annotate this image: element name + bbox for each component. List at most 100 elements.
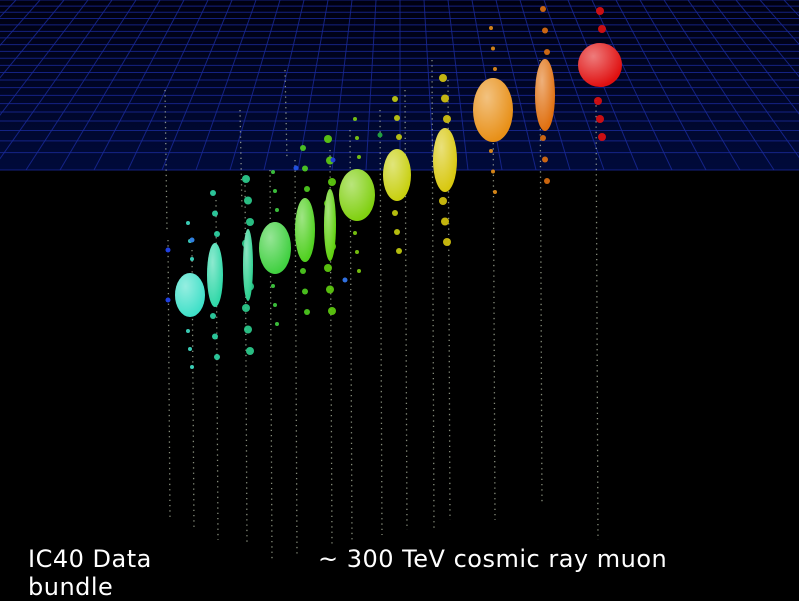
hit — [596, 115, 604, 123]
grid-line — [663, 0, 775, 171]
hit — [443, 115, 451, 123]
hit — [540, 6, 546, 12]
grid-line — [615, 0, 707, 171]
grid-line — [93, 0, 185, 171]
hit — [165, 247, 171, 253]
hit — [324, 264, 332, 272]
hit — [594, 97, 602, 105]
hit-highlight — [578, 43, 622, 87]
string — [595, 99, 599, 541]
hit — [165, 297, 171, 303]
hit — [377, 132, 383, 138]
hits — [165, 6, 622, 369]
grid-line — [25, 0, 137, 171]
hit — [214, 354, 220, 360]
hit — [394, 229, 400, 235]
grid-line — [161, 0, 233, 171]
hit — [489, 149, 493, 153]
string — [164, 89, 168, 231]
hit-highlight — [243, 229, 253, 301]
hit — [328, 178, 336, 186]
grid-line — [195, 0, 257, 171]
hit — [275, 322, 279, 326]
string — [294, 159, 298, 556]
string — [379, 109, 383, 536]
grid-line — [687, 0, 799, 159]
hit — [189, 237, 195, 243]
hit — [392, 210, 398, 216]
hit — [304, 309, 310, 315]
hit — [275, 208, 279, 212]
hit — [273, 303, 277, 307]
hit — [544, 178, 550, 184]
hit — [493, 190, 497, 194]
hit-highlight — [295, 198, 315, 262]
string — [329, 149, 333, 546]
grid-line — [0, 0, 41, 47]
hit — [330, 157, 336, 163]
grid-line — [59, 0, 161, 171]
grid-line — [127, 0, 209, 171]
hit — [186, 329, 190, 333]
hit — [302, 165, 308, 172]
hit — [396, 134, 402, 140]
hit — [392, 96, 398, 102]
hit-highlight — [433, 128, 457, 192]
hit — [353, 231, 357, 235]
hit — [293, 165, 299, 171]
hit — [357, 155, 361, 159]
grid — [0, 0, 799, 171]
grid-line — [495, 0, 537, 171]
grid-line — [331, 0, 353, 171]
hit-highlight — [535, 59, 555, 131]
hit — [212, 333, 218, 340]
hit-highlight — [207, 243, 223, 307]
hit — [188, 347, 192, 351]
string — [284, 69, 288, 161]
string — [447, 79, 451, 521]
hit — [210, 190, 216, 196]
hit — [441, 94, 449, 103]
hit — [355, 250, 359, 254]
hit-highlight — [383, 149, 411, 201]
hit — [396, 248, 402, 254]
hit — [212, 210, 218, 217]
hit — [328, 307, 336, 315]
hit — [214, 231, 220, 237]
hit-highlight — [324, 189, 336, 261]
hit — [190, 365, 194, 369]
hit — [326, 285, 334, 294]
hit-highlight — [175, 273, 205, 317]
hit — [244, 325, 252, 334]
hit — [300, 145, 306, 151]
hit — [493, 67, 497, 71]
hit — [353, 117, 357, 121]
grid-line — [639, 0, 741, 171]
hit — [246, 347, 254, 355]
hit — [491, 46, 495, 51]
hit — [186, 221, 190, 225]
hit — [273, 189, 277, 193]
grid-line — [759, 0, 799, 45]
detector-strings — [164, 59, 599, 561]
hit — [439, 74, 447, 82]
string — [404, 89, 408, 531]
hit — [596, 7, 604, 15]
hit — [242, 175, 250, 183]
string — [191, 249, 195, 531]
hit — [355, 136, 359, 140]
grid-line — [0, 0, 113, 160]
grid-line — [447, 0, 469, 171]
hit — [244, 196, 252, 205]
hit — [271, 284, 275, 288]
hit — [540, 135, 546, 141]
grid-line — [423, 0, 435, 171]
string — [167, 239, 171, 521]
hit — [441, 217, 449, 226]
hit-highlight — [259, 222, 291, 274]
caption-left: IC40 Data bundle — [28, 545, 152, 601]
hit — [342, 277, 348, 283]
caption-right: ~ 300 TeV cosmic ray muon — [318, 545, 668, 573]
hit-highlight — [473, 78, 513, 142]
